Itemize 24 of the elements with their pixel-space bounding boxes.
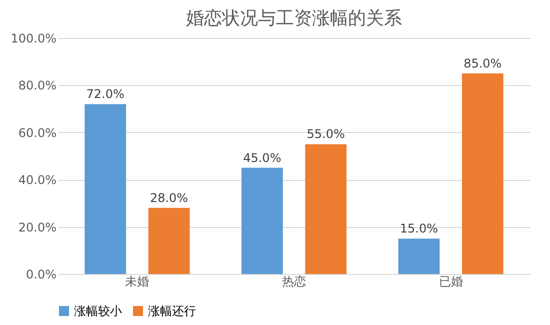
bar bbox=[148, 208, 190, 274]
chart-title: 婚恋状况与工资涨幅的关系 bbox=[186, 8, 402, 29]
bar bbox=[241, 168, 283, 274]
bar bbox=[398, 238, 440, 274]
data-label: 28.0% bbox=[150, 190, 188, 205]
data-label: 85.0% bbox=[464, 56, 502, 70]
legend-label: 涨幅还行 bbox=[148, 304, 196, 318]
x-tick-label: 未婚 bbox=[125, 274, 150, 288]
data-label: 55.0% bbox=[306, 127, 345, 142]
bar bbox=[462, 73, 504, 274]
y-tick-label: 20.0% bbox=[18, 220, 56, 234]
data-label: 72.0% bbox=[86, 87, 124, 102]
y-tick-label: 60.0% bbox=[18, 126, 56, 140]
data-label: 45.0% bbox=[243, 150, 282, 165]
legend-label: 涨幅较小 bbox=[74, 304, 122, 318]
bar bbox=[84, 104, 126, 274]
y-tick-label: 40.0% bbox=[18, 173, 56, 188]
x-tick-label: 已婚 bbox=[438, 274, 463, 288]
y-tick-label: 80.0% bbox=[18, 78, 56, 93]
data-label: 15.0% bbox=[400, 222, 438, 236]
bar bbox=[305, 144, 347, 274]
x-tick-label: 热恋 bbox=[282, 274, 306, 288]
y-tick-label: 100.0% bbox=[10, 32, 56, 46]
y-tick-label: 0.0% bbox=[26, 268, 56, 282]
